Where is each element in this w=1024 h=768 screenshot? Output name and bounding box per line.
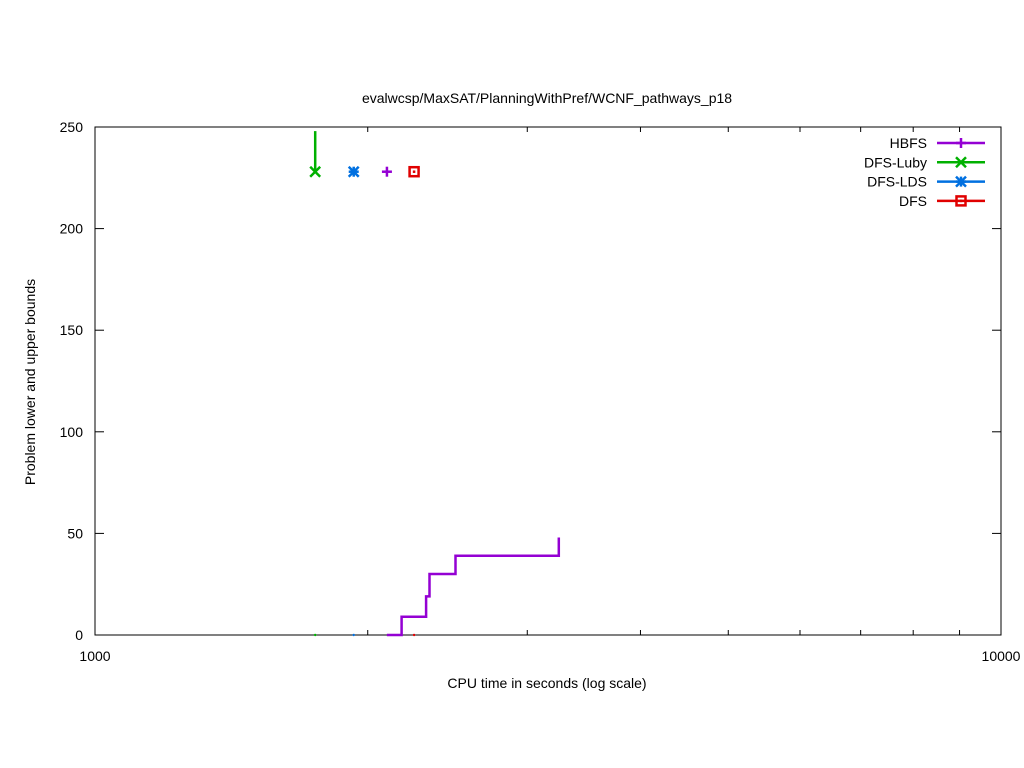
series-hbfs bbox=[381, 166, 561, 637]
legend-marker bbox=[956, 138, 966, 148]
legend-entry: DFS-Luby bbox=[864, 154, 985, 170]
y-tick-label: 200 bbox=[60, 221, 84, 237]
series-dfs bbox=[408, 165, 420, 637]
series-dfs-lds bbox=[347, 165, 360, 637]
plot-border bbox=[94, 126, 1002, 636]
legend: HBFS DFS-Luby DFS-LDS DFS bbox=[864, 135, 985, 209]
plot-frame bbox=[94, 126, 1002, 636]
upper-bound-point bbox=[309, 165, 322, 178]
x-tick-label: 1000 bbox=[79, 648, 110, 664]
upper-bound-point bbox=[408, 165, 420, 178]
lower-bound-line-dot bbox=[352, 633, 355, 637]
legend-label: DFS-LDS bbox=[867, 174, 927, 190]
y-tick-label: 150 bbox=[60, 322, 84, 338]
y-axis-label: Problem lower and upper bounds bbox=[22, 279, 38, 485]
lower-bound-line-dot bbox=[412, 633, 416, 637]
legend-entry: DFS bbox=[899, 193, 985, 209]
series-dfs-luby bbox=[309, 131, 322, 637]
upper-bound-point bbox=[381, 166, 392, 177]
legend-entry: HBFS bbox=[890, 135, 985, 151]
lower-bound-line bbox=[386, 537, 561, 637]
x-tick-label: 10000 bbox=[982, 648, 1021, 664]
legend-label: DFS bbox=[899, 193, 927, 209]
lower-bound-line-dot bbox=[313, 633, 317, 637]
y-tick-label: 50 bbox=[67, 525, 83, 541]
series-layer bbox=[309, 131, 561, 637]
y-tick-label: 250 bbox=[60, 119, 84, 135]
legend-label: DFS-Luby bbox=[864, 154, 927, 170]
legend-label: HBFS bbox=[890, 135, 927, 151]
legend-marker bbox=[955, 156, 967, 169]
legend-marker bbox=[955, 195, 967, 207]
legend-marker bbox=[955, 175, 967, 188]
chart-title: evalwcsp/MaxSAT/PlanningWithPref/WCNF_pa… bbox=[362, 90, 732, 106]
upper-bound-point bbox=[347, 165, 360, 178]
x-axis-label: CPU time in seconds (log scale) bbox=[447, 675, 646, 691]
y-tick-label: 100 bbox=[60, 424, 84, 440]
legend-entry: DFS-LDS bbox=[867, 174, 985, 190]
axis-ticks: 0 50 100 150 200 250 1000 10000 bbox=[60, 119, 1021, 664]
y-tick-label: 0 bbox=[75, 627, 83, 643]
